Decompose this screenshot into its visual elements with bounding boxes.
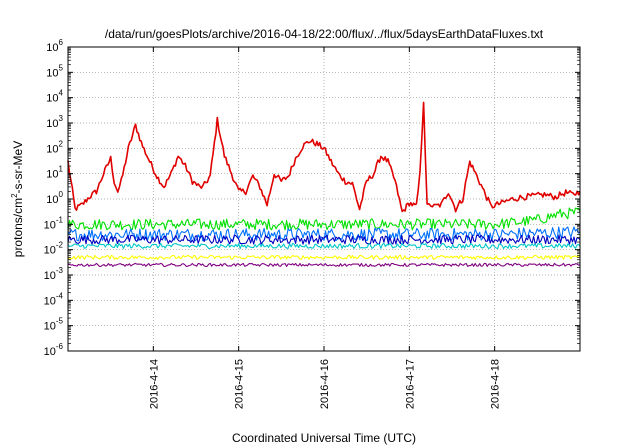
- y-tick-label: 10-1: [44, 215, 64, 231]
- x-axis: 2016-4-14 2016-4-15 2016-4-16 2016-4-17 2016…: [148, 47, 502, 409]
- y-tick-exponent: -2: [56, 241, 64, 250]
- y-tick-base: 10: [44, 346, 56, 358]
- x-tick-label: 2016-4-18: [490, 359, 502, 409]
- y-tick-label: 10-4: [44, 291, 64, 307]
- y-tick-label: 10-6: [44, 342, 64, 358]
- x-tick-label: 2016-4-16: [319, 359, 331, 409]
- y-tick-exponent: -3: [56, 266, 64, 275]
- x-tick-label: 2016-4-17: [404, 359, 416, 409]
- y-tick-exponent: -6: [56, 342, 64, 351]
- y-axis-label: protons/cm2-s-sr-MeV: [10, 141, 25, 257]
- y-tick-label: 101: [46, 165, 63, 181]
- y-tick-exponent: 6: [59, 38, 64, 47]
- y-tick-label: 103: [46, 114, 63, 130]
- y-tick-base: 10: [46, 169, 58, 181]
- x-tick-label: 2016-4-14: [148, 359, 160, 409]
- y-tick-exponent: 5: [59, 63, 64, 72]
- series-line-6: [67, 262, 581, 267]
- series-line-3: [67, 234, 581, 245]
- series-line-5: [67, 254, 581, 260]
- y-axis-label-prefix: protons/cm: [11, 198, 25, 257]
- y-tick-base: 10: [46, 118, 58, 130]
- y-tick-exponent: -5: [56, 317, 64, 326]
- y-tick-base: 10: [44, 219, 56, 231]
- y-tick-label: 10-5: [44, 317, 64, 333]
- y-tick-base: 10: [46, 42, 58, 54]
- y-tick-label: 104: [46, 89, 63, 105]
- x-axis-label: Coordinated Universal Time (UTC): [232, 431, 416, 445]
- y-tick-base: 10: [46, 143, 58, 155]
- y-tick-label: 100: [46, 190, 63, 206]
- y-tick-base: 10: [44, 245, 56, 257]
- y-tick-exponent: 1: [59, 165, 64, 174]
- y-tick-exponent: 3: [59, 114, 64, 123]
- y-tick-base: 10: [44, 295, 56, 307]
- y-tick-exponent: -4: [56, 291, 64, 300]
- y-axis-label-suffix: -s-sr-MeV: [11, 141, 25, 194]
- y-tick-exponent: 2: [59, 139, 64, 148]
- y-tick-exponent: -1: [56, 215, 64, 224]
- y-axis-label-sup: 2: [10, 193, 19, 198]
- y-tick-base: 10: [46, 93, 58, 105]
- y-tick-base: 10: [46, 194, 58, 206]
- y-tick-label: 10-2: [44, 241, 64, 257]
- grid: [68, 47, 580, 351]
- series-line-2: [67, 226, 581, 242]
- y-tick-label: 102: [46, 139, 63, 155]
- x-tick-label: 2016-4-15: [234, 359, 246, 409]
- series-line-4: [67, 242, 581, 250]
- y-tick-base: 10: [44, 321, 56, 333]
- y-tick-base: 10: [44, 270, 56, 282]
- y-tick-base: 10: [46, 67, 58, 79]
- series-layer: [67, 101, 581, 267]
- chart-title: /data/run/goesPlots/archive/2016-04-18/2…: [105, 27, 544, 41]
- series-line-0: [67, 101, 581, 213]
- y-tick-label: 10-3: [44, 266, 64, 282]
- y-tick-label: 105: [46, 63, 63, 79]
- y-axis: 10-610-510-410-310-210-11001011021031041…: [44, 38, 580, 358]
- y-tick-exponent: 4: [59, 89, 64, 98]
- series-line-1: [67, 207, 581, 231]
- y-tick-label: 106: [46, 38, 63, 54]
- y-tick-exponent: 0: [59, 190, 64, 199]
